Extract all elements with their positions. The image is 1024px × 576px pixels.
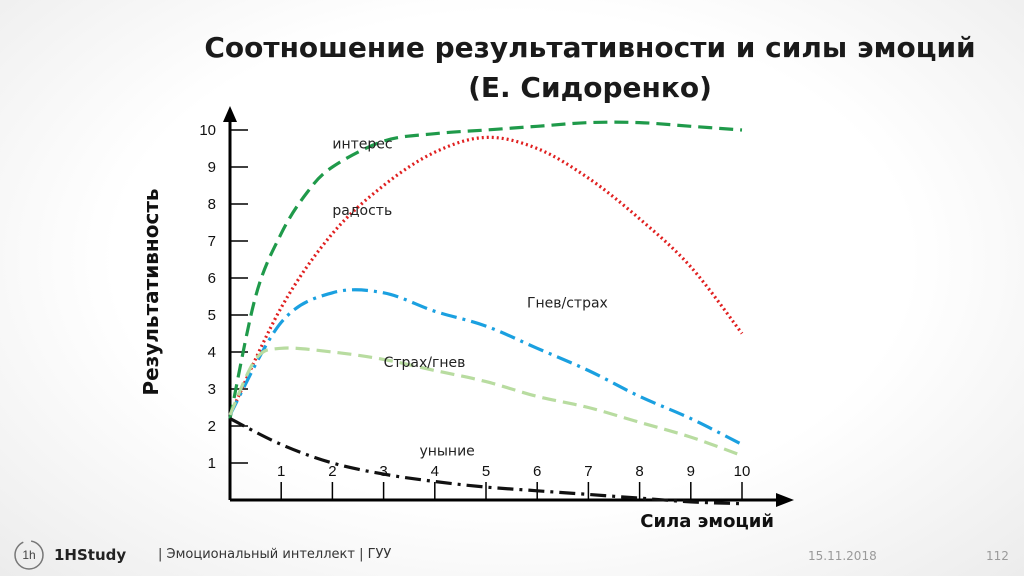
footer-page-number: 112 [986, 549, 1009, 563]
x-tick-label: 1 [277, 463, 285, 480]
y-tick-label: 3 [208, 381, 216, 398]
x-tick-label: 9 [687, 463, 695, 480]
y-tick-label: 4 [208, 344, 216, 361]
series-line-1 [230, 122, 742, 418]
footer-date: 15.11.2018 [808, 549, 877, 563]
y-tick-label: 10 [199, 122, 216, 139]
footer-subject: | Эмоциональный интеллект | ГУУ [158, 547, 391, 562]
series-label-1: интерес [332, 137, 392, 153]
series-line-2 [230, 137, 742, 415]
x-tick-label: 2 [328, 463, 336, 480]
x-tick-label: 10 [734, 463, 751, 480]
y-tick-label: 1 [208, 455, 216, 472]
series-line-3 [230, 290, 742, 445]
x-tick-label: 8 [635, 463, 643, 480]
x-axis-arrow [776, 493, 794, 507]
y-tick-label: 8 [208, 196, 216, 213]
x-tick-label: 6 [533, 463, 541, 480]
x-tick-label: 5 [482, 463, 490, 480]
y-tick-label: 2 [208, 418, 216, 435]
series-label-4: Страх/гнев [384, 355, 466, 371]
y-axis-label: Результативность [139, 188, 163, 395]
x-axis-label: Сила эмоций [640, 511, 774, 532]
series-label-2: радость [332, 203, 392, 219]
series-label-3: Гнев/страх [527, 296, 608, 312]
x-tick-label: 7 [584, 463, 592, 480]
x-tick-label: 4 [431, 463, 439, 480]
1hstudy-logo-icon: 1h [12, 538, 46, 572]
footer-brand: 1HStudy [54, 546, 126, 564]
series-line-4 [230, 348, 742, 456]
y-tick-label: 9 [208, 159, 216, 176]
logo-text: 1h [22, 548, 35, 562]
y-tick-label: 5 [208, 307, 216, 324]
y-axis-arrow [223, 106, 237, 122]
series-label-5: уныние [419, 444, 474, 460]
y-tick-label: 6 [208, 270, 216, 287]
y-tick-label: 7 [208, 233, 216, 250]
x-tick-label: 3 [379, 463, 387, 480]
